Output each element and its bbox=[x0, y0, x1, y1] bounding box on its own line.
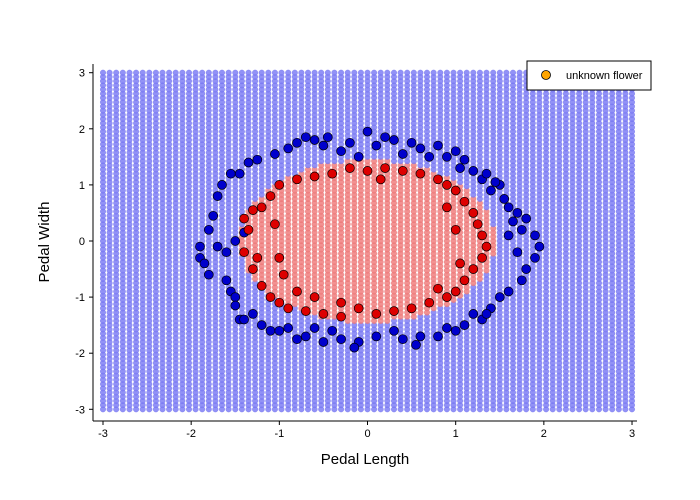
grid-point bbox=[205, 69, 212, 76]
grid-point bbox=[463, 69, 470, 76]
grid-point bbox=[119, 69, 126, 76]
grid-point bbox=[252, 69, 259, 76]
grid-point bbox=[278, 69, 285, 76]
grid-point bbox=[424, 69, 430, 76]
grid-point bbox=[490, 69, 497, 76]
grid-point bbox=[219, 69, 225, 76]
grid-point bbox=[166, 69, 173, 76]
grid-point bbox=[285, 69, 292, 76]
decision-region-grid bbox=[100, 69, 635, 413]
grid-point bbox=[139, 69, 146, 76]
grid-point bbox=[437, 69, 444, 76]
grid-point bbox=[430, 69, 437, 76]
grid-point bbox=[291, 69, 298, 76]
grid-point bbox=[410, 69, 417, 76]
grid-point bbox=[172, 69, 179, 76]
grid-point bbox=[265, 69, 272, 76]
grid-point bbox=[318, 69, 325, 76]
grid-point bbox=[391, 69, 397, 76]
grid-point bbox=[258, 69, 265, 76]
grid-point bbox=[192, 69, 199, 76]
grid-point bbox=[159, 69, 166, 76]
grid-point bbox=[338, 69, 345, 76]
grid-point bbox=[496, 69, 503, 76]
grid-point bbox=[238, 69, 245, 76]
grid-point bbox=[305, 69, 311, 76]
grid-point bbox=[457, 69, 464, 76]
grid-point bbox=[225, 69, 232, 76]
grid-point bbox=[100, 69, 106, 76]
grid-point bbox=[364, 69, 371, 76]
grid-point bbox=[404, 69, 411, 76]
grid-point bbox=[483, 69, 490, 76]
grid-point bbox=[417, 69, 424, 76]
grid-point bbox=[245, 69, 252, 76]
grid-point bbox=[351, 69, 358, 76]
grid-point bbox=[443, 69, 450, 76]
grid-point bbox=[126, 69, 133, 76]
grid-point bbox=[232, 69, 239, 76]
grid-point bbox=[186, 69, 192, 76]
grid-point bbox=[146, 69, 153, 76]
grid-point bbox=[450, 69, 457, 76]
grid-point bbox=[271, 69, 278, 76]
grid-point bbox=[377, 69, 384, 76]
grid-point bbox=[133, 69, 140, 76]
grid-point bbox=[311, 69, 318, 76]
grid-point bbox=[179, 69, 186, 76]
grid-point bbox=[106, 69, 113, 76]
grid-point bbox=[331, 69, 338, 76]
grid-point bbox=[324, 69, 331, 76]
grid-point bbox=[371, 69, 378, 76]
grid-point bbox=[357, 69, 364, 76]
grid-point bbox=[397, 69, 404, 76]
grid-point bbox=[212, 69, 219, 76]
grid-point bbox=[384, 69, 391, 76]
grid-point bbox=[113, 69, 120, 76]
grid-point bbox=[152, 69, 159, 76]
grid-point bbox=[344, 69, 351, 76]
grid-point bbox=[199, 69, 206, 76]
grid-point bbox=[470, 69, 477, 76]
grid-point bbox=[298, 69, 305, 76]
grid-point bbox=[476, 69, 483, 76]
